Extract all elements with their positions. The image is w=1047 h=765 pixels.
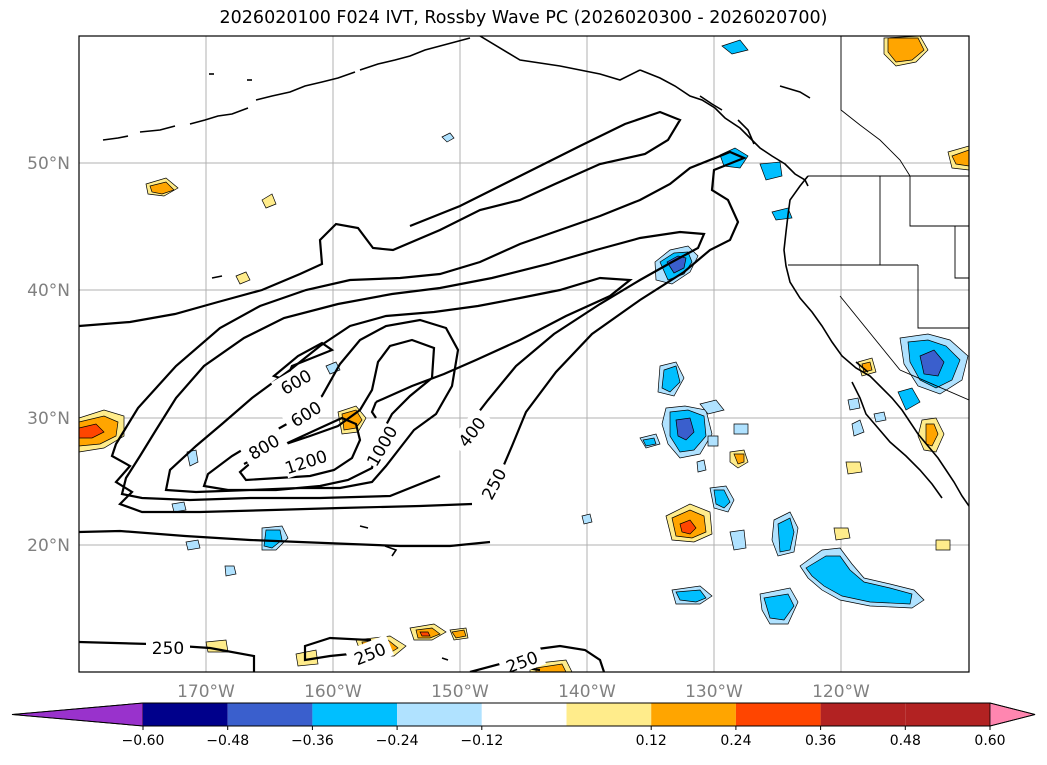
colorbar-tick-label: −0.24 — [376, 733, 419, 749]
positive-anomaly-patch — [79, 423, 105, 439]
negative-anomaly-patch — [581, 513, 593, 525]
negative-anomaly-patch — [897, 387, 921, 411]
negative-anomaly-patch — [847, 397, 861, 411]
contour-label-bg — [280, 392, 330, 435]
positive-anomaly-patch — [235, 271, 251, 285]
negative-anomaly-patch — [186, 449, 199, 467]
colorbar-tick-label: 0.24 — [720, 733, 751, 749]
negative-anomaly-patch — [696, 459, 707, 473]
colorbar-tick-label: −0.12 — [460, 733, 503, 749]
positive-anomaly-patch — [887, 37, 925, 63]
contour-label-bg — [238, 425, 289, 467]
positive-anomaly-patch — [535, 663, 567, 672]
positive-anomaly-patch — [951, 149, 969, 167]
colorbar-segment — [227, 703, 313, 726]
latitude-label: 40°N — [27, 281, 70, 301]
latitude-label: 20°N — [27, 536, 70, 556]
positive-anomaly-patch — [261, 193, 277, 209]
colorbar-segment — [735, 703, 821, 726]
positive-anomaly-patch — [733, 453, 745, 465]
negative-anomaly-patch — [185, 539, 201, 551]
longitude-label: 120°W — [812, 682, 870, 702]
colorbar-segment — [651, 703, 736, 726]
colorbar-segment — [566, 703, 652, 726]
longitude-label: 130°W — [685, 682, 743, 702]
map-frame — [78, 35, 970, 673]
latitude-label: 50°N — [27, 154, 70, 174]
longitude-label: 160°W — [304, 682, 362, 702]
negative-anomaly-patch — [713, 489, 731, 509]
longitude-label: 150°W — [431, 682, 489, 702]
colorbar-segment — [397, 703, 482, 726]
negative-anomaly-patch — [441, 132, 455, 143]
negative-anomaly-patch — [171, 501, 187, 513]
negative-anomaly-patch — [873, 411, 887, 423]
colorbar-segment — [481, 703, 567, 726]
map-title: 2026020100 F024 IVT, Rossby Wave PC (202… — [219, 8, 828, 28]
negative-anomaly-patch — [699, 399, 725, 415]
colorbar-tick-label: −0.48 — [206, 733, 249, 749]
negative-anomaly-patch — [763, 593, 795, 621]
positive-anomaly-patch — [679, 519, 697, 535]
colorbar-segment — [905, 703, 990, 726]
contour-label-bg — [448, 407, 494, 456]
colorbar-segment — [820, 703, 906, 726]
negative-anomaly-patch — [675, 589, 707, 603]
negative-anomaly-patch — [729, 529, 747, 551]
political-borders — [788, 36, 969, 401]
negative-anomaly-patch — [666, 255, 687, 274]
negative-anomaly-patch — [675, 417, 695, 441]
negative-anomaly-patch — [777, 517, 795, 553]
negative-anomaly-patch — [642, 437, 657, 447]
positive-anomaly-patch — [419, 631, 431, 637]
graticule — [79, 36, 969, 672]
longitude-labels: 170°W 160°W 150°W 140°W 130°W 120°W — [177, 682, 870, 702]
positive-anomaly-patch — [451, 629, 467, 639]
negative-anomaly-patch — [661, 365, 681, 393]
contour-label-bg — [473, 458, 514, 509]
colorbar-tick-label: 0.12 — [636, 733, 667, 749]
negative-anomaly-patch — [263, 529, 283, 549]
colorbar-tick-label: 0.36 — [805, 733, 836, 749]
contour-label-bg — [497, 643, 547, 672]
contour-label-bg — [146, 636, 190, 658]
negative-anomaly-patch — [721, 39, 749, 55]
ivt-contours — [79, 110, 747, 672]
colorbar-tick-label: −0.60 — [122, 733, 165, 749]
positive-anomaly-patch — [295, 649, 319, 667]
contour-label-bg — [270, 360, 321, 402]
longitude-label: 140°W — [558, 682, 616, 702]
latitude-labels: 50°N 40°N 30°N 20°N — [27, 154, 70, 556]
positive-anomaly-patch — [149, 181, 175, 195]
negative-anomaly-patch — [759, 161, 783, 181]
latitude-label: 30°N — [27, 409, 70, 429]
negative-anomaly-patch — [919, 349, 945, 377]
contour-label: 250 — [152, 639, 184, 659]
colorbar-extend-high — [989, 702, 1036, 727]
negative-anomaly-patch — [733, 423, 749, 435]
positive-anomaly-patch — [833, 527, 851, 541]
positive-anomaly-patch — [925, 423, 939, 447]
colorbar: −0.60 −0.48 −0.36 −0.24 −0.12 0.12 0.24 0.36 0.4… — [11, 702, 1036, 749]
colorbar-segment — [143, 703, 228, 726]
longitude-label: 170°W — [177, 682, 235, 702]
colorbar-extend-low — [11, 702, 144, 727]
colorbar-tick-label: −0.36 — [291, 733, 334, 749]
colorbar-segment — [312, 703, 398, 726]
contour-label-bg — [345, 634, 395, 672]
colorbar-tick-label: 0.48 — [890, 733, 921, 749]
positive-anomaly-patch — [935, 539, 951, 551]
contour-label-bg — [360, 420, 402, 471]
colorbar-tick-label: 0.60 — [974, 733, 1005, 749]
negative-anomaly-patch — [851, 419, 865, 437]
contour-label-bg — [281, 443, 331, 479]
coastlines — [102, 36, 969, 661]
negative-anomaly-patch — [224, 565, 237, 577]
negative-anomaly-patch — [805, 555, 913, 605]
negative-anomaly-patch — [707, 435, 719, 447]
positive-anomaly-patch — [845, 461, 863, 475]
